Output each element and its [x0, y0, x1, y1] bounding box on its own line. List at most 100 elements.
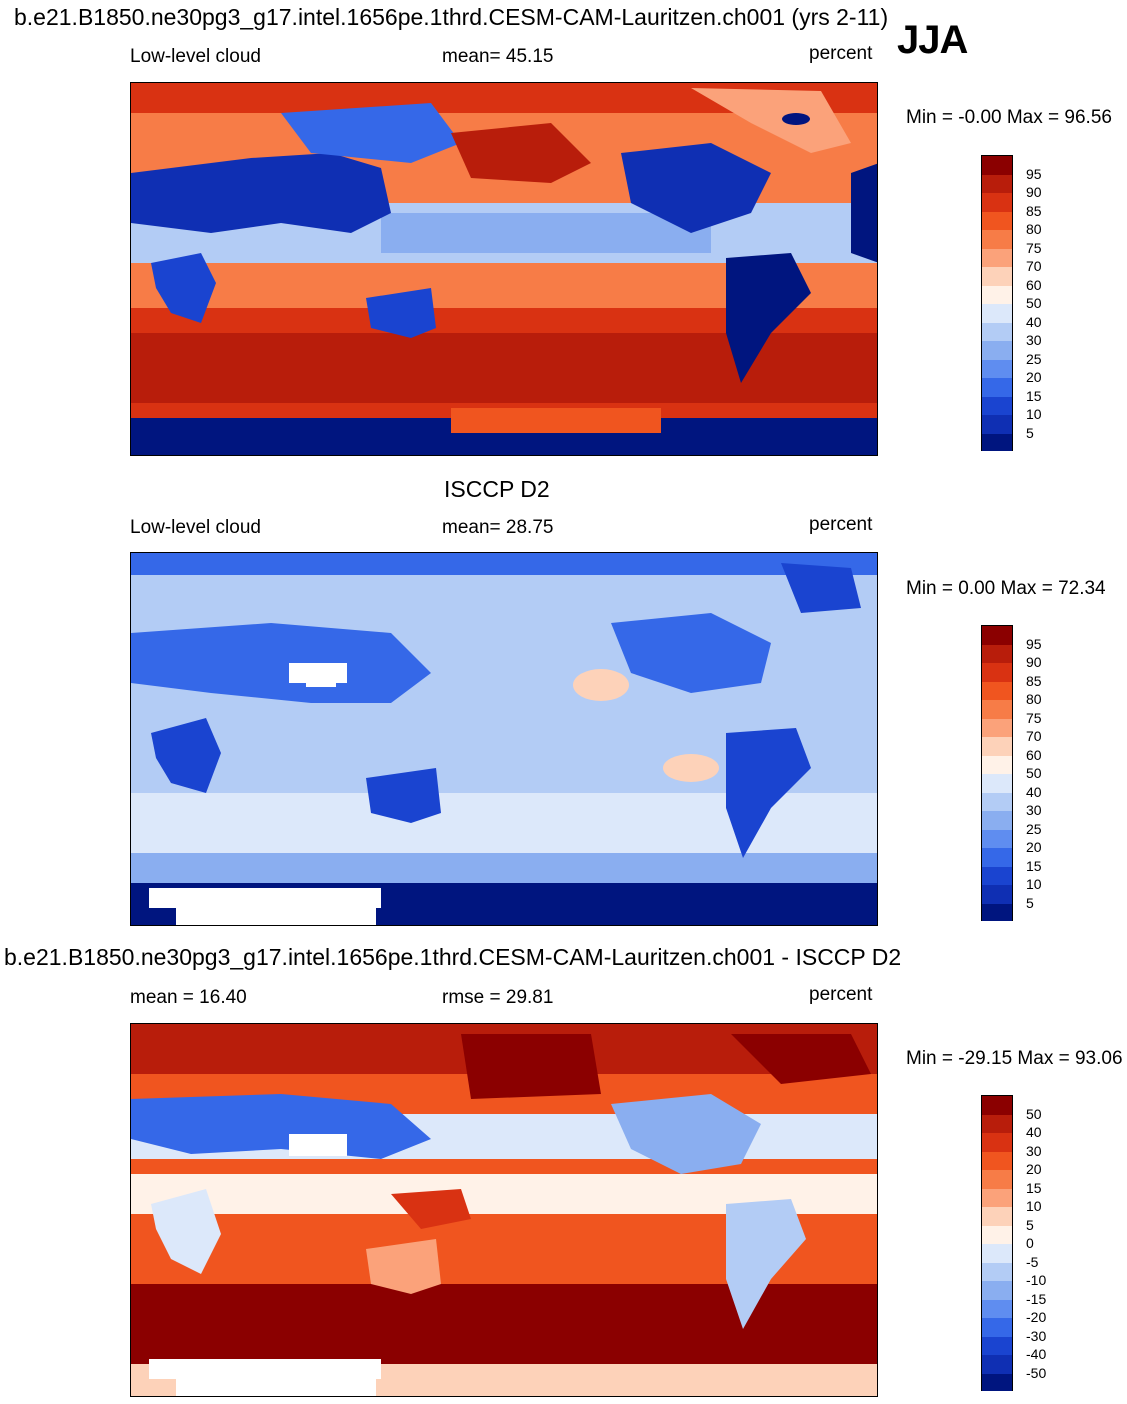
panel1-colorbar — [981, 155, 1013, 451]
case-title: b.e21.B1850.ne30pg3_g17.intel.1656pe.1th… — [14, 4, 889, 30]
cbar-seg — [982, 681, 1012, 700]
cbar-seg — [982, 700, 1012, 719]
cbar-seg — [982, 1096, 1012, 1115]
colorbar-tick-label: 5 — [1026, 424, 1034, 441]
cbar-seg — [982, 211, 1012, 230]
colorbar-tick-label: -30 — [1026, 1327, 1047, 1344]
colorbar-tick-label: -10 — [1026, 1272, 1047, 1288]
cbar-seg — [982, 174, 1012, 193]
cbar-seg — [982, 1318, 1012, 1337]
cbar-seg — [982, 866, 1012, 885]
cbar-seg — [982, 1170, 1012, 1189]
obs-title: ISCCP D2 — [444, 476, 550, 502]
colorbar-tick-label: -40 — [1026, 1346, 1047, 1362]
colorbar-tick-label: 0 — [1026, 1235, 1034, 1251]
colorbar-tick-label: 95 — [1026, 165, 1042, 182]
cbar-seg — [982, 1244, 1012, 1263]
cbar-seg — [982, 1133, 1012, 1152]
colorbar-tick-label: -5 — [1026, 1253, 1039, 1270]
season-label: JJA — [897, 18, 968, 62]
panel1-map — [130, 82, 878, 456]
colorbar-tick-label: 5 — [1026, 894, 1034, 911]
colorbar-tick-label: 90 — [1026, 184, 1042, 200]
panel2-mean-label: mean= 28.75 — [442, 517, 554, 538]
cbar-seg — [982, 230, 1012, 249]
cbar-seg — [982, 811, 1012, 830]
colorbar-tick-label: -50 — [1026, 1364, 1047, 1381]
cbar-seg — [982, 1373, 1012, 1391]
cbar-seg — [982, 415, 1012, 434]
cbar-seg — [982, 626, 1012, 645]
colorbar-tick-label: 20 — [1026, 369, 1042, 385]
cbar-seg — [982, 663, 1012, 682]
colorbar-tick-label: 50 — [1026, 1105, 1042, 1122]
cbar-seg — [982, 322, 1012, 341]
colorbar-tick-label: 60 — [1026, 276, 1042, 293]
colorbar-tick-label: -20 — [1026, 1309, 1047, 1325]
panel1-left-label: Low-level cloud — [130, 46, 261, 67]
cbar-seg — [982, 1262, 1012, 1281]
colorbar-tick-label: 25 — [1026, 350, 1042, 367]
colorbar-tick-label: 85 — [1026, 202, 1042, 219]
colorbar-tick-label: 15 — [1026, 387, 1042, 404]
cbar-seg — [982, 304, 1012, 323]
colorbar-tick-label: 30 — [1026, 332, 1042, 348]
colorbar-tick-label: 25 — [1026, 820, 1042, 837]
colorbar-tick-label: 80 — [1026, 691, 1042, 707]
cbar-seg — [982, 193, 1012, 212]
colorbar-tick-label: 30 — [1026, 802, 1042, 818]
colorbar-tick-label: 85 — [1026, 672, 1042, 689]
panel2-map — [130, 552, 878, 926]
cbar-seg — [982, 1281, 1012, 1300]
cbar-seg — [982, 1151, 1012, 1170]
cbar-seg — [982, 248, 1012, 267]
cbar-seg — [982, 829, 1012, 848]
colorbar-tick-label: 90 — [1026, 654, 1042, 670]
cbar-seg — [982, 774, 1012, 793]
cbar-seg — [982, 1225, 1012, 1244]
cbar-seg — [982, 396, 1012, 415]
colorbar-tick-label: 5 — [1026, 1216, 1034, 1233]
cbar-seg — [982, 156, 1012, 175]
cbar-seg — [982, 359, 1012, 378]
cbar-seg — [982, 1188, 1012, 1207]
colorbar-tick-label: 70 — [1026, 258, 1042, 274]
diff-title: b.e21.B1850.ne30pg3_g17.intel.1656pe.1th… — [4, 944, 902, 970]
cbar-seg — [982, 885, 1012, 904]
cbar-seg — [982, 644, 1012, 663]
colorbar-tick-label: 30 — [1026, 1142, 1042, 1159]
cbar-seg — [982, 755, 1012, 774]
colorbar-tick-label: 75 — [1026, 239, 1042, 256]
panel3-rmse-label: rmse = 29.81 — [442, 987, 554, 1008]
panel3-map — [130, 1023, 878, 1397]
colorbar-tick-label: 40 — [1026, 313, 1042, 330]
panel3-units: percent — [809, 984, 873, 1005]
colorbar-tick-label: 40 — [1026, 1124, 1042, 1140]
colorbar-tick-label: 10 — [1026, 876, 1042, 892]
colorbar-tick-label: 10 — [1026, 1198, 1042, 1214]
cbar-seg — [982, 1355, 1012, 1374]
cbar-seg — [982, 1207, 1012, 1226]
panel1-minmax: Min = -0.00 Max = 96.56 — [906, 107, 1112, 128]
colorbar-tick-label: 40 — [1026, 783, 1042, 800]
panel2-colorbar — [981, 625, 1013, 921]
cbar-seg — [982, 1299, 1012, 1318]
colorbar-tick-label: 50 — [1026, 765, 1042, 781]
cbar-seg — [982, 341, 1012, 360]
colorbar-tick-label: 50 — [1026, 295, 1042, 311]
cbar-seg — [982, 737, 1012, 756]
panel2-units: percent — [809, 514, 873, 535]
cbar-seg — [982, 285, 1012, 304]
panel2-minmax: Min = 0.00 Max = 72.34 — [906, 578, 1106, 599]
panel1-units: percent — [809, 43, 873, 64]
cbar-seg — [982, 378, 1012, 397]
cbar-seg — [982, 848, 1012, 867]
colorbar-tick-label: 80 — [1026, 221, 1042, 237]
panel3-minmax: Min = -29.15 Max = 93.06 — [906, 1048, 1123, 1069]
colorbar-tick-label: 15 — [1026, 1179, 1042, 1196]
colorbar-tick-label: 95 — [1026, 635, 1042, 652]
cbar-seg — [982, 433, 1012, 451]
colorbar-tick-label: 60 — [1026, 746, 1042, 763]
colorbar-tick-label: 15 — [1026, 857, 1042, 874]
cbar-seg — [982, 267, 1012, 286]
